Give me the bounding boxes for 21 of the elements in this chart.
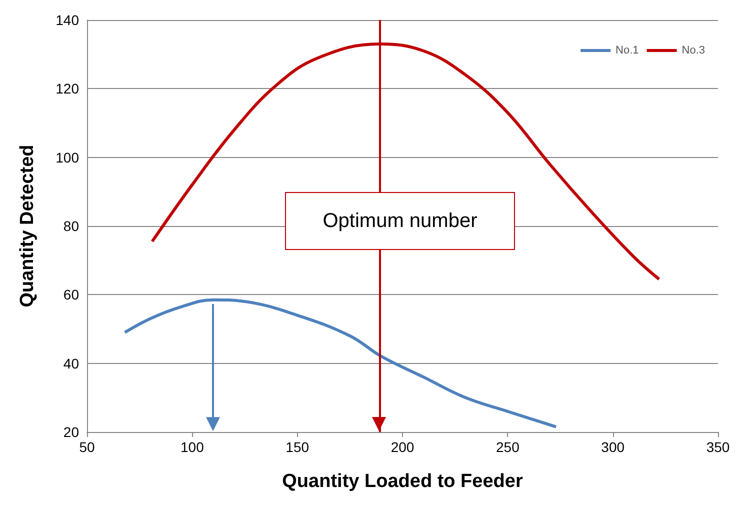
y-tick-label: 120 — [56, 80, 80, 97]
legend-label: No.1 — [616, 44, 639, 56]
x-axis-title: Quantity Loaded to Feeder — [282, 471, 524, 492]
line-series — [123, 298, 558, 428]
callout-box: Optimum number — [285, 192, 515, 250]
y-tick-label: 140 — [56, 12, 80, 28]
x-tick-label: 350 — [706, 439, 730, 455]
y-axis-title: Quantity Detected — [17, 144, 38, 308]
x-tick-label: 100 — [180, 439, 204, 455]
y-tick-label: 40 — [63, 355, 80, 372]
x-tick-label: 150 — [286, 439, 310, 455]
legend-label: No.3 — [682, 44, 706, 56]
annotation: Optimum number — [322, 210, 478, 232]
x-tick-label: 200 — [390, 439, 414, 455]
y-tick-label: 100 — [56, 149, 80, 166]
y-tick-label: 60 — [63, 286, 80, 303]
x-tick-label: 300 — [601, 439, 625, 455]
x-tick-label: 50 — [79, 439, 95, 455]
y-tick-label: 80 — [63, 218, 80, 234]
x-tick-label: 250 — [496, 439, 520, 455]
y-tick-label: 20 — [63, 424, 80, 440]
